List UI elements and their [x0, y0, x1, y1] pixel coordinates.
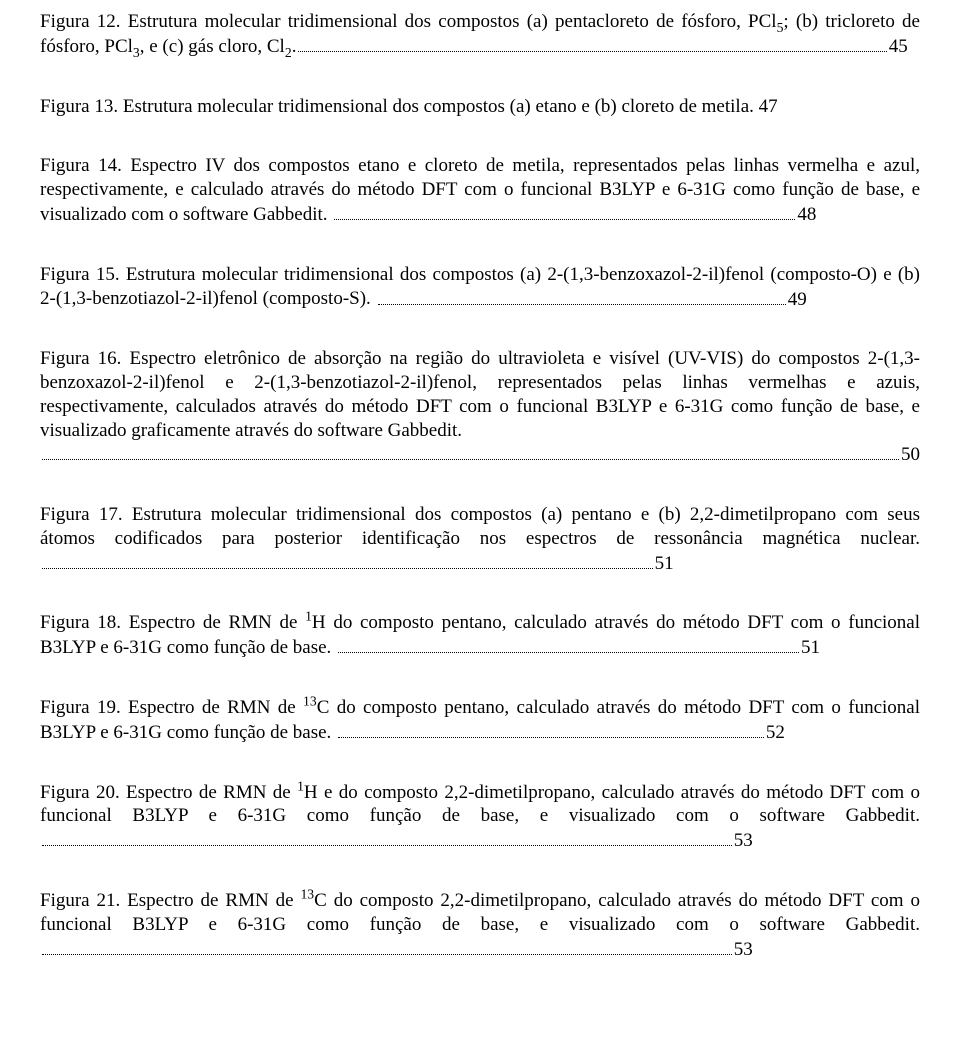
entry-text: Espectro de RMN de	[120, 890, 300, 911]
toc-entry: Figura 15. Estrutura molecular tridimens…	[40, 263, 920, 312]
leader-dots	[42, 442, 899, 460]
leader-dots	[334, 202, 795, 220]
entry-text: , e (c) gás cloro, Cl	[140, 36, 285, 57]
superscript: 13	[300, 887, 314, 902]
page-number: 51	[655, 552, 674, 576]
page-number: 47	[754, 96, 778, 117]
entry-text: Espectro de RMN de	[121, 697, 303, 718]
page-number: 51	[801, 636, 820, 660]
toc-entry: Figura 20. Espectro de RMN de 1H e do co…	[40, 781, 920, 853]
toc-entry: Figura 12. Estrutura molecular tridimens…	[40, 10, 920, 59]
figure-label: Figura 15.	[40, 264, 120, 285]
leader-dots	[338, 635, 799, 653]
toc-entry: Figura 17. Estrutura molecular tridimens…	[40, 503, 920, 575]
superscript: 1	[305, 609, 312, 624]
figure-label: Figura 18.	[40, 612, 121, 633]
subscript: 3	[133, 45, 140, 60]
entry-text: Espectro de RMN de	[121, 612, 305, 633]
entry-text: Espectro eletrônico de absorção na regiã…	[40, 348, 920, 440]
page-number: 49	[788, 288, 807, 312]
superscript: 13	[303, 694, 317, 709]
figure-label: Figura 12.	[40, 11, 121, 32]
figure-label: Figura 21.	[40, 890, 120, 911]
leader-dots	[378, 286, 786, 304]
page-number: 45	[889, 35, 908, 59]
leader-dots	[42, 828, 732, 846]
leader-dots	[42, 937, 732, 955]
toc-entry: Figura 16. Espectro eletrônico de absorç…	[40, 347, 920, 467]
leader-dots	[298, 34, 886, 52]
figure-label: Figura 14.	[40, 155, 122, 176]
toc-entry: Figura 19. Espectro de RMN de 13C do com…	[40, 696, 920, 745]
toc-entry: Figura 14. Espectro IV dos compostos eta…	[40, 154, 920, 226]
leader-dots	[42, 551, 653, 569]
page-number: 48	[797, 203, 816, 227]
entry-text: Estrutura molecular tridimensional dos c…	[118, 96, 754, 117]
toc-entry: Figura 21. Espectro de RMN de 13C do com…	[40, 889, 920, 961]
figure-label: Figura 16.	[40, 348, 121, 369]
page-number: 50	[901, 443, 920, 467]
entry-text: Estrutura molecular tridimensional dos c…	[40, 504, 920, 549]
figure-label: Figura 13.	[40, 96, 118, 117]
subscript: 2	[285, 45, 292, 60]
entry-text: Espectro de RMN de	[120, 782, 297, 803]
page-number: 53	[734, 829, 753, 853]
figure-label: Figura 17.	[40, 504, 123, 525]
superscript: 1	[297, 778, 304, 793]
toc-entry: Figura 18. Espectro de RMN de 1H do comp…	[40, 611, 920, 660]
leader-dots	[338, 720, 764, 738]
entry-text: .	[292, 35, 297, 59]
page-number: 53	[734, 938, 753, 962]
page-number: 52	[766, 721, 785, 745]
figure-label: Figura 20.	[40, 782, 120, 803]
entry-text: Estrutura molecular tridimensional dos c…	[121, 11, 777, 32]
figure-label: Figura 19.	[40, 697, 121, 718]
toc-entry: Figura 13. Estrutura molecular tridimens…	[40, 95, 920, 119]
